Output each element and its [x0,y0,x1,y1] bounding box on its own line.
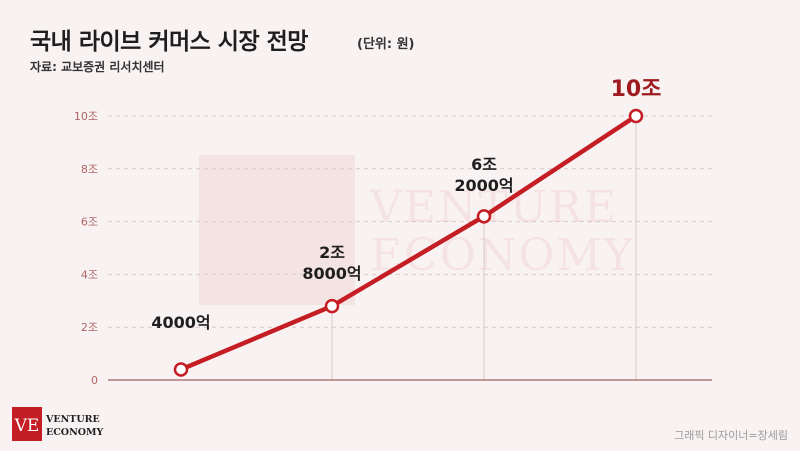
logo-mark [12,407,42,441]
logo-text-2: ECONOMY [46,427,104,438]
watermark-text-2: ECONOMY [370,230,635,281]
watermark-text-1: VENTURE [369,182,618,233]
graphic-credit: 그래픽 디자이너=장세림 [674,429,788,442]
watermark-logo: VENTURE ECONOMY [199,155,635,305]
source-label: 자료: 교보증권 리서치센터 [30,60,165,74]
data-label-2-line-1: 2000억 [454,176,513,195]
logo-mark-letters: VE [14,416,40,436]
data-point-1 [324,298,340,314]
data-label-2-line-0: 6조 [471,155,497,174]
data-label-0-line-0: 4000억 [151,313,210,332]
data-point-2 [476,209,492,224]
y-tick-label-0: 0 [91,374,98,387]
chart-title: 국내 라이브 커머스 시장 전망 [30,29,308,55]
data-point-3 [628,108,644,124]
data-label-1-line-0: 2조 [319,243,345,262]
logo-text-1: VENTURE [45,414,100,425]
y-tick-label-1: 2조 [81,321,98,334]
data-label-1-line-1: 8000억 [302,264,361,283]
y-tick-label-3: 6조 [81,216,98,229]
watermark-block [199,155,355,305]
y-tick-label-5: 10조 [74,110,98,123]
y-tick-label-2: 4조 [81,268,98,281]
data-label-3-line-0: 10조 [611,77,662,102]
unit-label: (단위: 원) [357,37,415,52]
data-point-0 [173,362,189,377]
y-tick-label-4: 8조 [81,163,98,176]
series-line [180,114,638,372]
venture-economy-logo: VE VENTURE ECONOMY [12,407,104,441]
